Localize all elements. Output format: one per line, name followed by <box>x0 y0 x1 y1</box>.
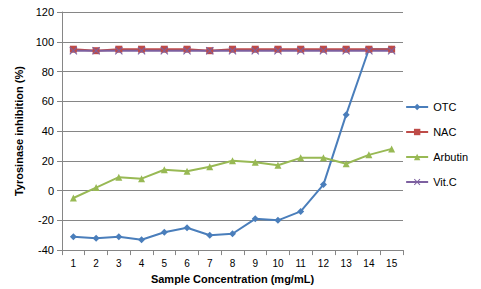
svg-text:0: 0 <box>48 185 54 197</box>
svg-text:9: 9 <box>252 258 258 269</box>
svg-text:14: 14 <box>363 258 375 269</box>
svg-text:OTC: OTC <box>433 101 456 113</box>
svg-text:100: 100 <box>36 36 54 48</box>
svg-text:13: 13 <box>341 258 353 269</box>
svg-text:1: 1 <box>71 258 77 269</box>
svg-text:-40: -40 <box>38 244 54 256</box>
svg-text:40: 40 <box>42 125 54 137</box>
svg-text:Tyrosinase inhibition (%): Tyrosinase inhibition (%) <box>13 66 25 196</box>
svg-text:6: 6 <box>184 258 190 269</box>
svg-text:-20: -20 <box>38 214 54 226</box>
svg-text:7: 7 <box>207 258 213 269</box>
svg-text:NAC: NAC <box>433 126 456 138</box>
svg-text:Arbutin: Arbutin <box>433 151 468 163</box>
svg-text:120: 120 <box>36 6 54 18</box>
svg-text:8: 8 <box>230 258 236 269</box>
svg-text:5: 5 <box>162 258 168 269</box>
svg-text:2: 2 <box>93 258 99 269</box>
svg-text:12: 12 <box>318 258 330 269</box>
svg-text:60: 60 <box>42 95 54 107</box>
svg-text:3: 3 <box>116 258 122 269</box>
svg-text:4: 4 <box>139 258 145 269</box>
svg-text:20: 20 <box>42 155 54 167</box>
svg-text:11: 11 <box>296 258 307 269</box>
svg-text:Vit.C: Vit.C <box>433 176 457 188</box>
svg-text:80: 80 <box>42 66 54 78</box>
svg-text:Sample Concentration (mg/mL): Sample Concentration (mg/mL) <box>151 273 315 285</box>
svg-text:15: 15 <box>386 258 398 269</box>
svg-text:10: 10 <box>272 258 284 269</box>
